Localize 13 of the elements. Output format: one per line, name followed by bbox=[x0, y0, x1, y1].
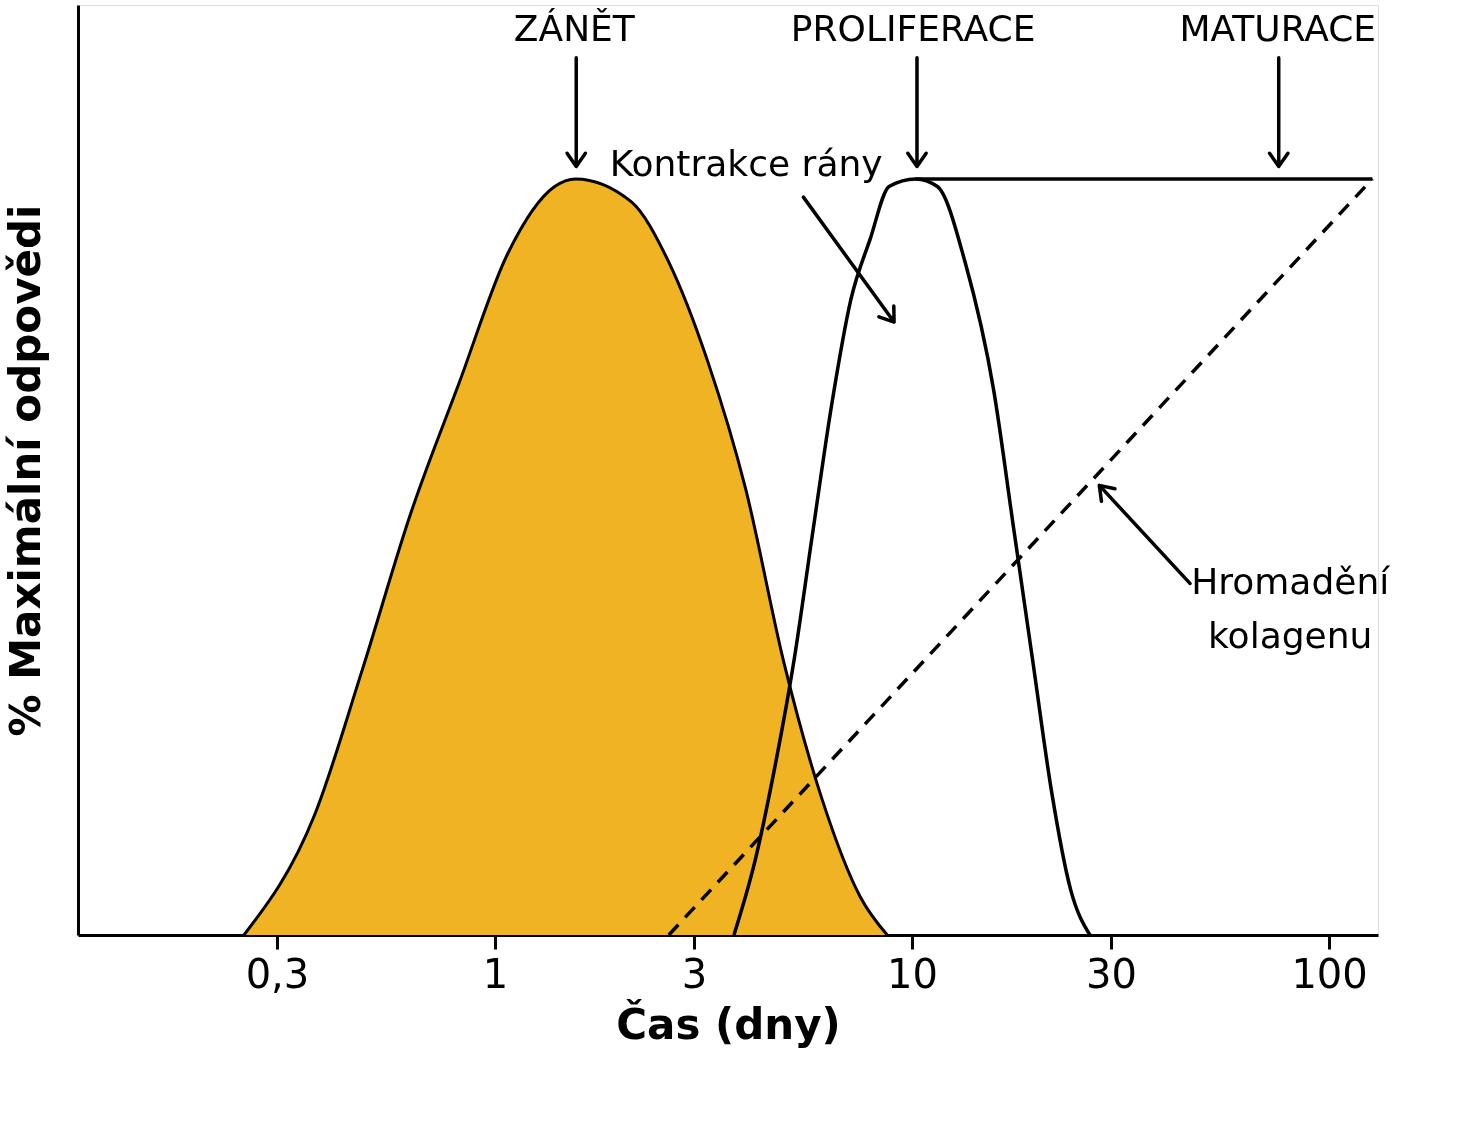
text: PROLIFERACE bbox=[790, 7, 1036, 49]
x-tick-label: 0,3 bbox=[245, 950, 310, 997]
x-tick-label: 100 bbox=[1291, 950, 1368, 997]
text: MATURACE bbox=[1179, 7, 1377, 49]
text: ZÁNĚT bbox=[513, 7, 636, 49]
annotation: Kontrakce rány bbox=[609, 143, 883, 185]
x-tick-label: 30 bbox=[1086, 950, 1137, 997]
x-tick-label: 3 bbox=[681, 950, 708, 997]
x-tick-label: 10 bbox=[887, 950, 939, 997]
x-axis-title: Čas (dny) bbox=[616, 998, 841, 1049]
annotation: Hromadění kolagenu bbox=[1191, 561, 1391, 657]
x-tick-label: 1 bbox=[482, 950, 509, 997]
y-axis-title: % Maximální odpovědi bbox=[0, 204, 50, 737]
